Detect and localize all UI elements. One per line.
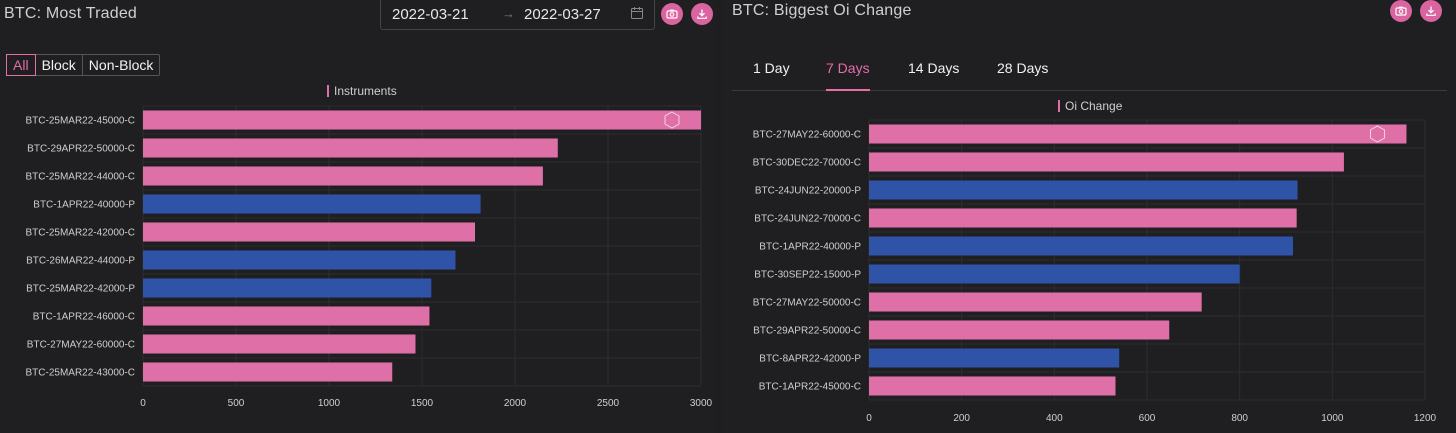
bar <box>869 236 1293 256</box>
bar <box>143 250 456 270</box>
download-icon[interactable] <box>1420 0 1442 22</box>
bar <box>869 180 1298 200</box>
legend-swatch <box>1058 100 1060 112</box>
calendar-icon[interactable] <box>630 6 644 24</box>
y-tick-label: BTC-29APR22-50000-C <box>753 326 861 337</box>
x-tick-label: 1000 <box>1321 413 1344 424</box>
bar <box>869 152 1344 172</box>
y-tick-label: BTC-25MAR22-44000-C <box>26 172 136 183</box>
y-tick-label: BTC-29APR22-50000-C <box>27 144 135 155</box>
bar <box>143 222 476 242</box>
bar <box>869 124 1407 144</box>
tab-14-days[interactable]: 14 Days <box>908 60 960 76</box>
tab-7-days[interactable]: 7 Days <box>826 60 870 91</box>
y-tick-label: BTC-1APR22-46000-C <box>33 312 135 323</box>
y-tick-label: BTC-27MAY22-60000-C <box>753 130 861 141</box>
bar <box>143 138 558 158</box>
x-tick-label: 2000 <box>504 398 527 409</box>
y-tick-label: BTC-24JUN22-70000-C <box>754 214 861 225</box>
watermark-logo-icon <box>1369 125 1385 143</box>
bar <box>143 334 416 354</box>
legend-label: Instruments <box>334 84 397 98</box>
date-to[interactable]: 2022-03-27 <box>524 6 601 23</box>
x-tick-label: 400 <box>1046 413 1063 424</box>
filter-non-block[interactable]: Non-Block <box>88 57 154 73</box>
bar <box>869 208 1297 228</box>
oi-change-panel: BTC: Biggest Oi Change 1 Day 7 Days 14 D… <box>722 0 1456 433</box>
bar <box>869 264 1240 284</box>
x-tick-label: 200 <box>953 413 970 424</box>
y-tick-label: BTC-8APR22-42000-P <box>759 354 861 365</box>
y-tick-label: BTC-27MAY22-60000-C <box>27 340 135 351</box>
y-tick-label: BTC-30DEC22-70000-C <box>753 158 861 169</box>
camera-icon[interactable] <box>661 3 683 25</box>
camera-icon[interactable] <box>1390 0 1412 22</box>
y-tick-label: BTC-30SEP22-15000-P <box>754 270 861 281</box>
date-range-picker[interactable]: 2022-03-21 → 2022-03-27 <box>380 0 655 30</box>
tab-1-day[interactable]: 1 Day <box>753 60 790 76</box>
bar <box>143 278 432 298</box>
watermark-logo-icon <box>664 111 680 129</box>
x-tick-label: 0 <box>866 413 872 424</box>
x-tick-label: 3000 <box>690 398 713 409</box>
y-tick-label: BTC-24JUN22-20000-P <box>755 186 861 197</box>
y-tick-label: BTC-26MAR22-44000-P <box>26 256 135 267</box>
x-tick-label: 800 <box>1231 413 1248 424</box>
trade-type-filter[interactable]: All Block Non-Block <box>6 54 161 76</box>
x-tick-label: 1200 <box>1414 413 1437 424</box>
range-arrow-icon: → <box>502 6 515 21</box>
download-icon[interactable] <box>691 3 713 25</box>
filter-all[interactable]: All <box>6 54 36 76</box>
y-tick-label: BTC-1APR22-45000-C <box>759 382 861 393</box>
period-tabs: 1 Day 7 Days 14 Days 28 Days <box>732 56 1447 91</box>
most-traded-panel: BTC: Most Traded 2022-03-21 → 2022-03-27… <box>0 0 716 433</box>
y-tick-label: BTC-1APR22-40000-P <box>759 242 861 253</box>
tab-28-days[interactable]: 28 Days <box>997 60 1049 76</box>
bar <box>869 376 1116 396</box>
x-tick-label: 600 <box>1139 413 1156 424</box>
bar <box>143 166 543 186</box>
y-tick-label: BTC-25MAR22-43000-C <box>26 368 136 379</box>
x-tick-label: 2500 <box>597 398 620 409</box>
y-tick-label: BTC-1APR22-40000-P <box>33 200 135 211</box>
y-tick-label: BTC-27MAY22-50000-C <box>753 298 861 309</box>
x-tick-label: 1000 <box>318 398 341 409</box>
bar <box>143 110 701 130</box>
panel-title: BTC: Most Traded <box>4 5 138 22</box>
legend-label: Oi Change <box>1065 99 1123 113</box>
bar <box>869 320 1170 340</box>
x-tick-label: 1500 <box>411 398 434 409</box>
filter-block[interactable]: Block <box>36 55 83 75</box>
y-tick-label: BTC-25MAR22-45000-C <box>26 116 136 127</box>
legend-swatch <box>327 85 329 97</box>
bar <box>143 306 430 326</box>
panel-title: BTC: Biggest Oi Change <box>732 2 912 19</box>
x-tick-label: 0 <box>140 398 146 409</box>
bar <box>869 292 1202 312</box>
y-tick-label: BTC-25MAR22-42000-P <box>26 284 135 295</box>
bar <box>143 194 481 214</box>
x-tick-label: 500 <box>228 398 245 409</box>
y-tick-label: BTC-25MAR22-42000-C <box>26 228 136 239</box>
bar <box>143 362 393 382</box>
date-from[interactable]: 2022-03-21 <box>392 6 469 23</box>
bar <box>869 348 1120 368</box>
